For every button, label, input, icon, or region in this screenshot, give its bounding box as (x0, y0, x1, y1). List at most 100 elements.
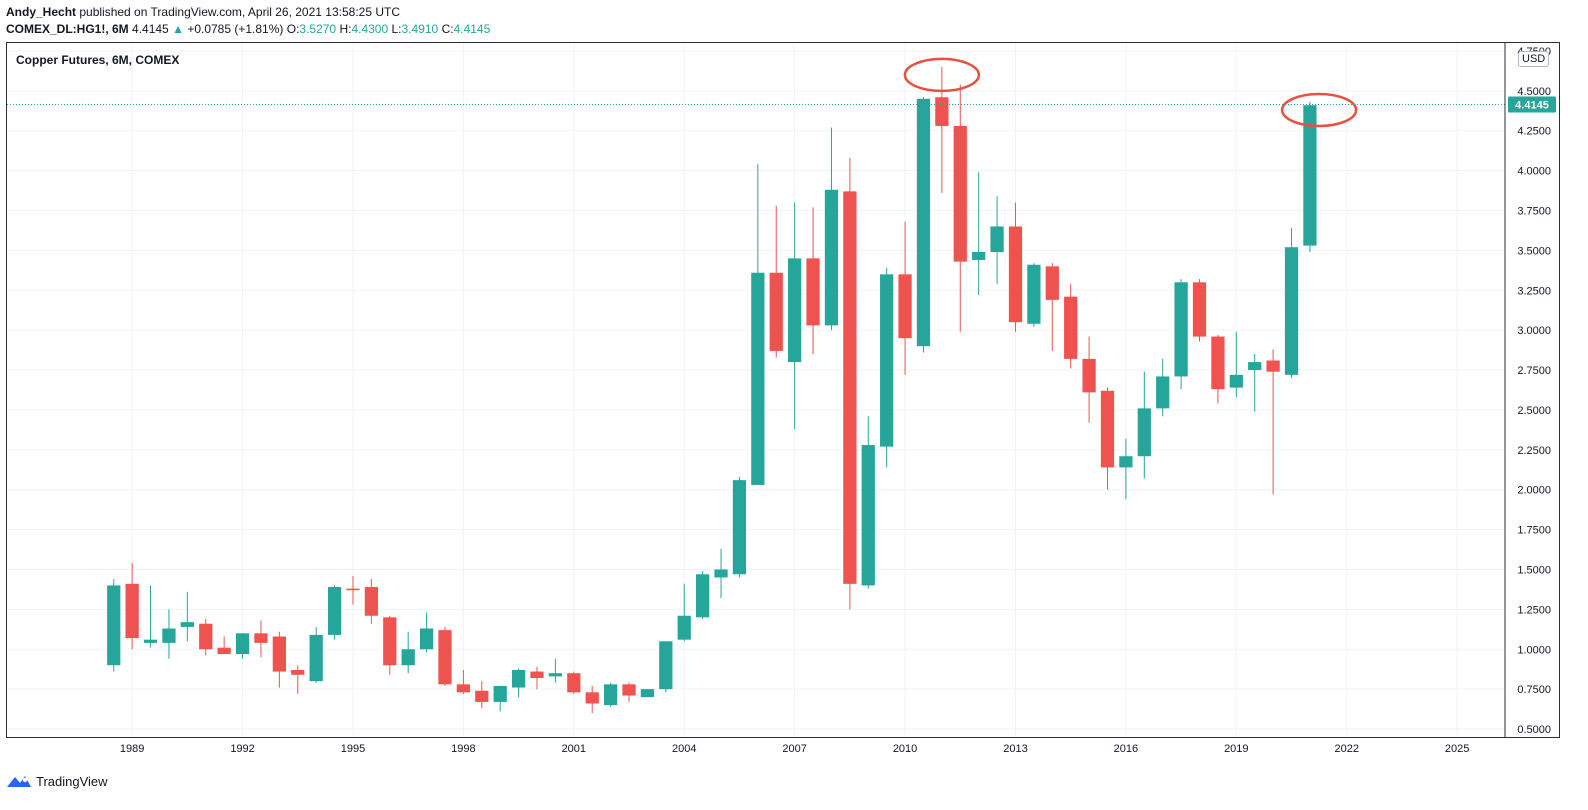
time-tick-label: 2001 (562, 743, 586, 755)
time-tick-label: 2010 (893, 743, 917, 755)
time-tick-label: 1989 (120, 743, 144, 755)
candle-body (788, 258, 802, 363)
time-tick-label: 1992 (230, 743, 254, 755)
time-tick-label: 1998 (451, 743, 475, 755)
time-tick-label: 2019 (1224, 743, 1248, 755)
candle-body (1192, 282, 1207, 337)
price-tick-label: 2.0000 (1517, 485, 1551, 497)
candle-body (1156, 376, 1170, 409)
candle-body (659, 641, 673, 690)
candle-body (806, 258, 820, 326)
time-tick-label: 2007 (782, 743, 806, 755)
candle-body (107, 585, 121, 666)
candle-body (327, 587, 342, 635)
price-tick-label: 4.5000 (1517, 86, 1551, 98)
open-label: O: (286, 22, 300, 36)
candle-body (162, 628, 176, 643)
candle-body (916, 98, 931, 347)
low-label: L: (391, 22, 402, 36)
price-tick-label: 2.7500 (1517, 365, 1551, 377)
candle-body (548, 673, 563, 677)
candle-body (880, 274, 894, 447)
price-tick-label: 4.0000 (1517, 166, 1551, 178)
price-tick-label: 0.5000 (1517, 724, 1551, 736)
candle-body (530, 671, 544, 678)
publish-info: published on TradingView.com, April 26, … (76, 5, 400, 19)
candle-body (732, 480, 747, 575)
up-arrow-icon: ▲ (172, 22, 184, 36)
candle-body (696, 574, 710, 618)
price-tick-label: 1.2500 (1517, 604, 1551, 616)
candle-body (1303, 105, 1317, 246)
candle-body (217, 647, 231, 655)
candle-body (291, 669, 305, 675)
candle-body (677, 615, 691, 640)
chart-frame (6, 42, 1560, 738)
time-tick-label: 2013 (1003, 743, 1027, 755)
candle-body (622, 684, 636, 696)
candle-body (1174, 282, 1188, 377)
candle-body (1211, 336, 1225, 390)
price-change: +0.0785 (+1.81%) (187, 22, 284, 36)
candle-body (235, 633, 250, 655)
candle-body (364, 587, 379, 616)
candle-body (972, 251, 986, 260)
candle-body (1137, 408, 1151, 457)
annotation-ellipse (903, 57, 981, 93)
candle-body (1119, 456, 1133, 468)
candle-body (861, 445, 875, 586)
candle-body (953, 125, 967, 262)
close-value: 4.4145 (453, 22, 491, 36)
price-tick-label: 0.7500 (1517, 684, 1551, 696)
symbol-label: COMEX_DL:HG1!, 6M (6, 22, 129, 36)
chart-header: Andy_Hecht published on TradingView.com,… (6, 4, 490, 38)
last-price: 4.4145 (132, 22, 169, 36)
candle-body (567, 673, 581, 693)
candle-body (843, 191, 857, 584)
candle-body (1266, 360, 1280, 372)
time-tick-label: 1995 (341, 743, 365, 755)
author-name[interactable]: Andy_Hecht (6, 5, 77, 19)
price-tick-label: 3.2500 (1517, 285, 1551, 297)
candle-body (419, 628, 434, 650)
price-axis: 0.5000 0.7500 1.0000 1.2500 1.5000 1.7500 2.00… (1504, 43, 1551, 737)
open-value: 3.5270 (299, 22, 337, 36)
tradingview-logo-icon (7, 776, 31, 787)
last-price-line: 4.4145 (7, 96, 1556, 113)
candle-body (1248, 362, 1262, 371)
price-tick-label: 1.5000 (1517, 564, 1551, 576)
candle-body (1284, 247, 1299, 375)
grid-lines (7, 43, 1505, 737)
candle-body (990, 226, 1004, 252)
close-label: C: (441, 22, 454, 36)
candle-body (438, 630, 452, 685)
price-tick-label: 4.2500 (1517, 126, 1551, 138)
low-value: 3.4910 (401, 22, 439, 36)
high-value: 4.4300 (351, 22, 389, 36)
candle-body (456, 684, 471, 693)
time-tick-label: 2016 (1114, 743, 1138, 755)
currency-badge[interactable]: USD (1518, 51, 1550, 67)
candle-body (346, 588, 360, 591)
price-tick-label: 1.7500 (1517, 525, 1551, 537)
candle-body (1008, 226, 1023, 323)
candle-body (769, 272, 783, 351)
candles (107, 66, 1317, 714)
candle-body (309, 634, 323, 682)
time-axis: 1989 1992 1995 1998 2001 2004 2007 2010 2013 2016… (120, 743, 1469, 755)
candle-body (125, 583, 139, 639)
price-tick-label: 3.0000 (1517, 325, 1551, 337)
footer-brand[interactable]: TradingView (6, 773, 108, 789)
chart-title: Copper Futures, 6M, COMEX (16, 53, 180, 67)
candle-body (1229, 374, 1243, 388)
candle-body (511, 669, 526, 688)
candle-body (272, 636, 286, 672)
high-label: H: (339, 22, 352, 36)
candle-body (493, 685, 507, 702)
annotations (903, 57, 1358, 128)
candle-body (475, 690, 489, 702)
footer-brand-label: TradingView (36, 773, 108, 789)
last-price-tag (1508, 96, 1556, 113)
candle-body (935, 97, 949, 126)
